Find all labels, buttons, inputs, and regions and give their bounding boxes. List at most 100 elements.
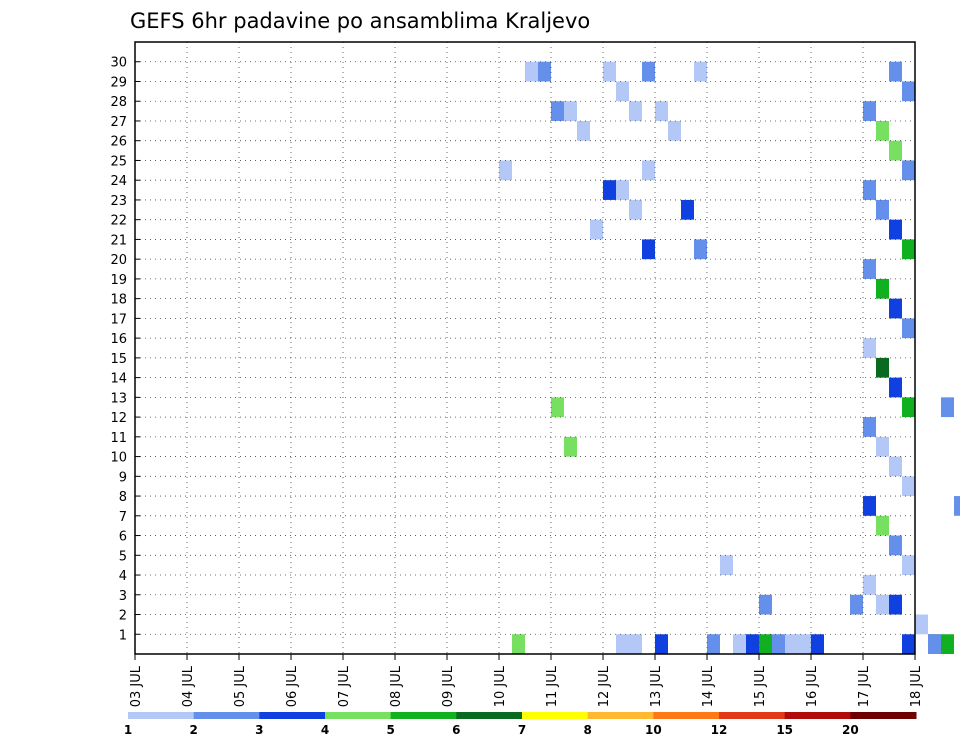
precip-cell [876, 515, 889, 536]
precip-cell [564, 436, 577, 457]
precip-cell [681, 199, 694, 220]
colorbar-label: 10 [645, 723, 662, 737]
precip-cell [915, 614, 928, 635]
x-tick-label: 13 JUL [649, 665, 664, 707]
precip-cell [876, 199, 889, 220]
precip-cell [876, 120, 889, 141]
precip-cell [642, 160, 655, 181]
y-tick-label: 9 [119, 470, 127, 485]
precip-cell [629, 634, 642, 654]
precip-cell [889, 140, 902, 161]
precip-cell [512, 634, 525, 654]
x-tick-label: 04 JUL [181, 665, 196, 707]
precip-cell [577, 120, 590, 141]
y-tick-label: 13 [110, 391, 127, 406]
colorbar-label: 6 [452, 723, 460, 737]
colorbar-swatch [653, 712, 720, 719]
colorbar-label: 1 [124, 723, 132, 737]
precip-cell [863, 180, 876, 200]
precip-cell [889, 594, 902, 615]
precip-cell [889, 219, 902, 240]
precip-cell [902, 476, 915, 497]
precip-cell [616, 634, 629, 654]
precip-cell [811, 634, 824, 654]
y-tick-label: 8 [119, 490, 127, 505]
precip-cell [863, 338, 876, 358]
precip-cell [759, 594, 772, 615]
y-tick-label: 15 [110, 352, 127, 367]
colorbar-label: 5 [386, 723, 394, 737]
precip-cell [629, 101, 642, 121]
precip-cell [564, 101, 577, 121]
y-tick-label: 27 [110, 115, 127, 130]
colorbar-label: 15 [776, 723, 793, 737]
precip-cell [876, 594, 889, 615]
y-tick-label: 22 [110, 214, 127, 229]
precip-cell [733, 634, 746, 654]
colorbar-swatch [719, 712, 786, 719]
y-tick-label: 29 [110, 76, 127, 91]
x-tick-label: 18 JUL [909, 665, 924, 707]
y-tick-label: 1 [119, 628, 127, 643]
precip-cell [785, 634, 798, 654]
y-tick-label: 25 [110, 155, 127, 170]
precip-cell [889, 456, 902, 477]
precip-cell [889, 298, 902, 319]
plot-frame [134, 41, 916, 655]
y-tick-label: 7 [119, 510, 127, 525]
precip-cell [850, 594, 863, 615]
x-tick-label: 12 JUL [597, 665, 612, 707]
y-tick-label: 17 [110, 312, 127, 327]
precip-cell [954, 496, 960, 516]
precip-cell [902, 81, 915, 102]
precip-cell [798, 634, 811, 654]
x-tick-label: 03 JUL [129, 665, 144, 707]
precip-cell [655, 101, 668, 121]
y-tick-label: 5 [119, 549, 127, 564]
x-tick-label: 10 JUL [493, 665, 508, 707]
precip-cell [772, 634, 785, 654]
y-tick-label: 4 [119, 569, 127, 584]
x-tick-label: 06 JUL [285, 665, 300, 707]
colorbar-swatch [259, 712, 326, 719]
precip-cell [642, 239, 655, 260]
colorbar-label: 3 [255, 723, 263, 737]
grid-lines [135, 42, 915, 654]
precip-cell [590, 219, 603, 240]
precip-cell [902, 555, 915, 576]
y-tick-label: 14 [110, 372, 127, 387]
y-tick-label: 11 [110, 431, 127, 446]
precip-cell [889, 61, 902, 82]
y-tick-label: 26 [110, 135, 127, 150]
colorbar-label: 8 [583, 723, 591, 737]
x-tick-label: 17 JUL [857, 665, 872, 707]
colorbar-swatch [784, 712, 851, 719]
precip-cell [941, 397, 954, 418]
colorbar-label: 2 [189, 723, 197, 737]
colorbar-swatch [325, 712, 392, 719]
x-tick-label: 16 JUL [805, 665, 820, 707]
precip-cell [876, 357, 889, 378]
x-tick-label: 11 JUL [545, 665, 560, 707]
y-tick-label: 23 [110, 194, 127, 209]
colorbar-label: 7 [518, 723, 526, 737]
precip-cell [759, 634, 772, 654]
y-tick-label: 2 [119, 609, 127, 624]
precip-cell [707, 634, 720, 654]
x-tick-label: 14 JUL [701, 665, 716, 707]
precip-cell [928, 634, 941, 654]
precip-cell [863, 259, 876, 279]
y-tick-label: 20 [110, 253, 127, 268]
precip-cells [499, 61, 960, 654]
x-tick-label: 15 JUL [753, 665, 768, 707]
colorbar-swatch [587, 712, 654, 719]
colorbar-label: 20 [842, 723, 859, 737]
y-tick-label: 12 [110, 411, 127, 426]
precip-cell [551, 101, 564, 121]
chart-title: GEFS 6hr padavine po ansamblima Kraljevo [130, 9, 590, 33]
y-axis: 1234567891011121314151617181920212223242… [110, 56, 140, 643]
colorbar-swatch [850, 712, 917, 719]
precip-cell [603, 180, 616, 200]
x-tick-label: 05 JUL [233, 665, 248, 707]
